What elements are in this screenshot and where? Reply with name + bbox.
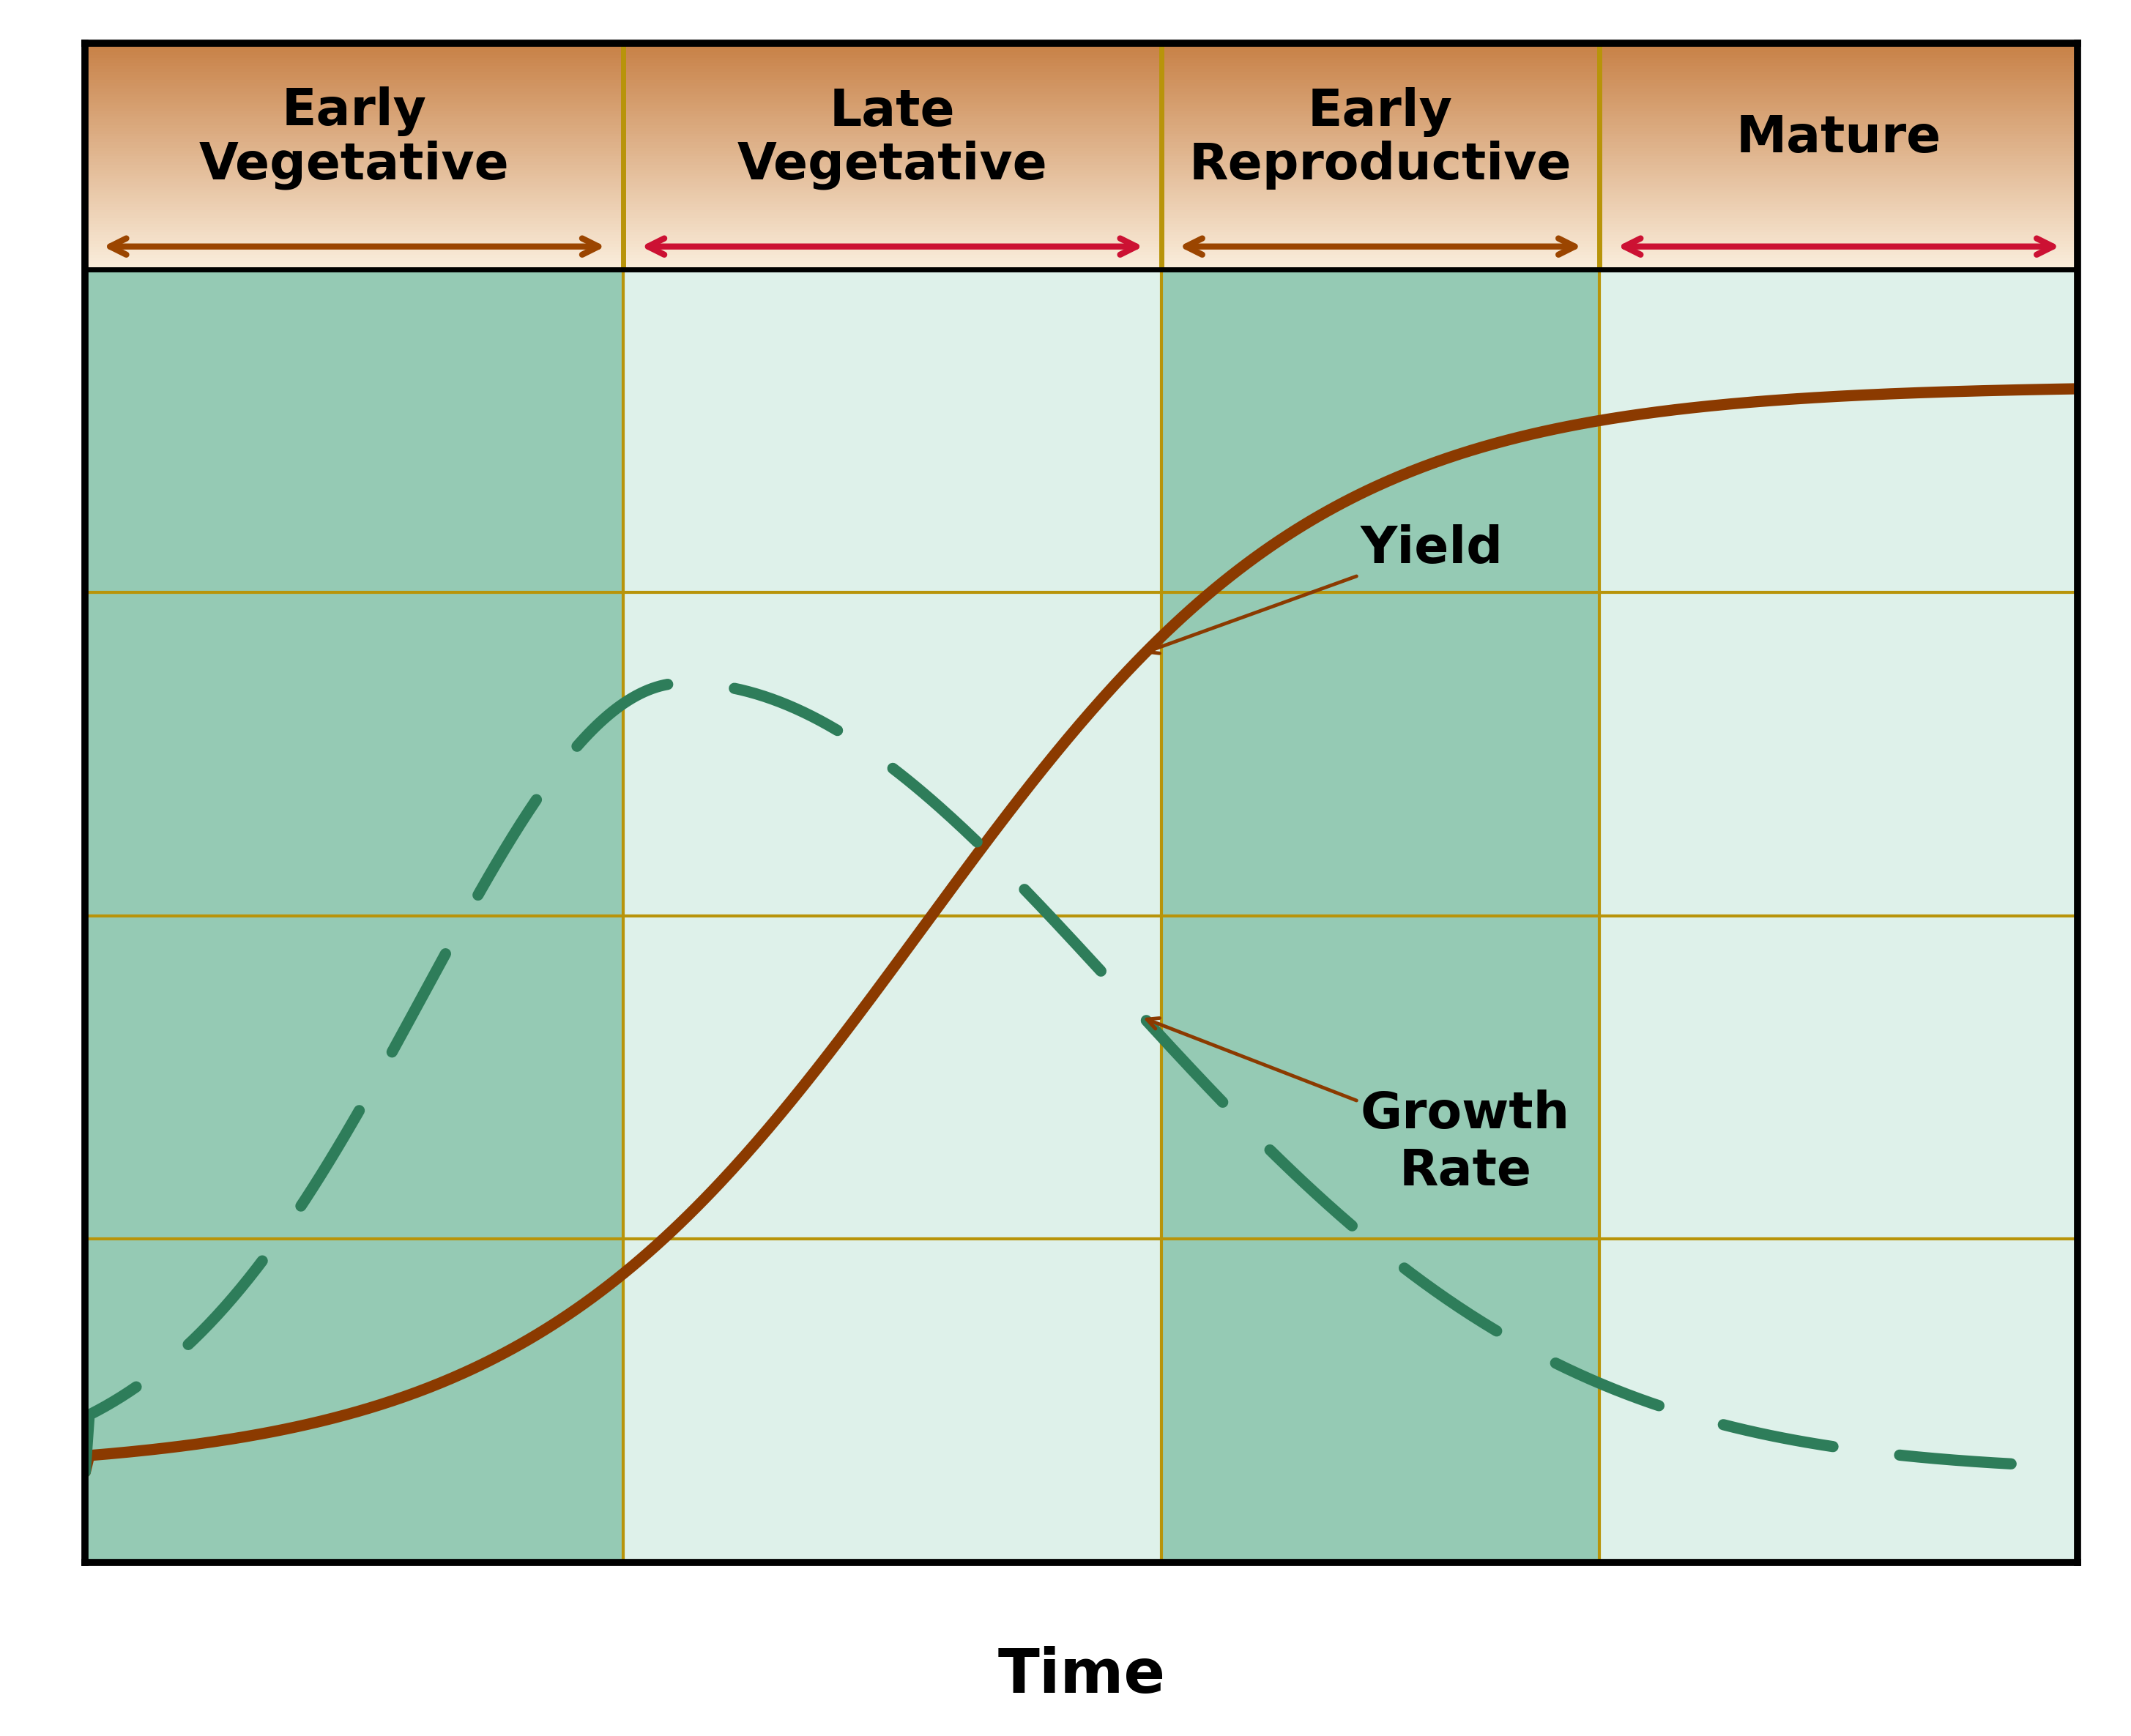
Bar bbox=[85, 252, 2078, 255]
Bar bbox=[85, 97, 2078, 99]
Bar bbox=[85, 43, 2078, 47]
Bar bbox=[85, 182, 2078, 184]
Bar bbox=[85, 71, 2078, 75]
Bar bbox=[85, 57, 2078, 61]
Bar bbox=[85, 160, 2078, 161]
Bar bbox=[85, 134, 2078, 137]
Bar bbox=[85, 241, 2078, 243]
Bar bbox=[85, 102, 2078, 106]
Bar bbox=[85, 62, 2078, 66]
Text: Early
Vegetative: Early Vegetative bbox=[198, 87, 509, 189]
Bar bbox=[85, 229, 2078, 233]
Bar bbox=[85, 170, 2078, 174]
Bar bbox=[85, 142, 2078, 146]
Bar bbox=[85, 146, 2078, 148]
Bar bbox=[85, 227, 2078, 229]
Bar bbox=[85, 264, 2078, 266]
Bar bbox=[85, 269, 622, 1562]
Bar bbox=[85, 220, 2078, 224]
Bar bbox=[85, 69, 2078, 71]
Bar bbox=[85, 130, 2078, 134]
Bar bbox=[85, 153, 2078, 156]
Bar bbox=[85, 174, 2078, 175]
Bar bbox=[85, 247, 2078, 250]
Bar bbox=[85, 198, 2078, 201]
Bar bbox=[85, 238, 2078, 241]
Bar bbox=[85, 165, 2078, 168]
Bar bbox=[85, 116, 2078, 120]
Text: Mature: Mature bbox=[1737, 113, 1941, 163]
Bar bbox=[85, 151, 2078, 153]
Bar bbox=[85, 66, 2078, 69]
Bar bbox=[85, 61, 2078, 62]
Bar bbox=[1161, 269, 1600, 1562]
Bar bbox=[85, 47, 2078, 49]
Bar bbox=[85, 219, 2078, 220]
Bar bbox=[85, 52, 2078, 56]
Bar bbox=[85, 236, 2078, 238]
Bar bbox=[85, 207, 2078, 210]
Bar bbox=[85, 201, 2078, 205]
Text: Yield: Yield bbox=[1146, 524, 1502, 653]
Bar bbox=[85, 128, 2078, 130]
Bar bbox=[85, 179, 2078, 182]
Bar bbox=[85, 250, 2078, 252]
Bar bbox=[85, 78, 2078, 80]
Bar bbox=[85, 191, 2078, 193]
Bar bbox=[85, 106, 2078, 108]
Bar bbox=[85, 56, 2078, 57]
Bar bbox=[85, 193, 2078, 196]
Bar bbox=[85, 148, 2078, 151]
Bar bbox=[85, 108, 2078, 111]
Bar bbox=[85, 80, 2078, 83]
Bar bbox=[85, 243, 2078, 247]
Bar bbox=[85, 214, 2078, 215]
Bar bbox=[85, 196, 2078, 198]
Bar bbox=[85, 224, 2078, 227]
Bar bbox=[85, 111, 2078, 115]
Bar bbox=[85, 89, 2078, 92]
Bar bbox=[85, 259, 2078, 260]
Bar bbox=[85, 123, 2078, 125]
Bar bbox=[85, 83, 2078, 85]
Bar bbox=[85, 215, 2078, 219]
Bar bbox=[85, 168, 2078, 170]
Bar bbox=[1600, 269, 2078, 1562]
Bar bbox=[85, 184, 2078, 187]
Bar bbox=[85, 137, 2078, 139]
Bar bbox=[85, 266, 2078, 269]
Bar bbox=[85, 49, 2078, 52]
Bar bbox=[85, 94, 2078, 97]
Bar bbox=[85, 205, 2078, 207]
Bar bbox=[85, 187, 2078, 191]
Text: Growth
Rate: Growth Rate bbox=[1146, 1017, 1571, 1196]
Bar bbox=[85, 175, 2078, 179]
Text: Time: Time bbox=[997, 1646, 1166, 1705]
Bar bbox=[85, 210, 2078, 214]
Bar bbox=[85, 75, 2078, 78]
Bar bbox=[85, 92, 2078, 94]
Text: Late
Vegetative: Late Vegetative bbox=[737, 87, 1046, 189]
Bar bbox=[622, 269, 1161, 1562]
Bar bbox=[85, 85, 2078, 89]
Bar bbox=[85, 115, 2078, 116]
Bar bbox=[85, 125, 2078, 128]
Bar bbox=[85, 156, 2078, 160]
Bar bbox=[85, 120, 2078, 123]
Bar bbox=[85, 161, 2078, 165]
Bar bbox=[85, 255, 2078, 259]
Bar bbox=[85, 233, 2078, 236]
Bar bbox=[85, 99, 2078, 102]
Bar bbox=[85, 139, 2078, 142]
Bar bbox=[85, 260, 2078, 264]
Text: Early
Reproductive: Early Reproductive bbox=[1189, 87, 1573, 189]
